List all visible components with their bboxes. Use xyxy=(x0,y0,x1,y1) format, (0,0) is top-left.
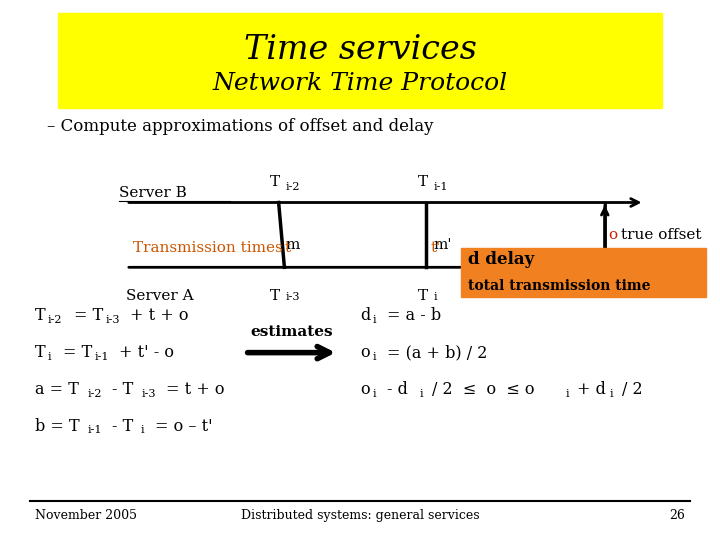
Text: T: T xyxy=(35,307,45,325)
Text: i: i xyxy=(140,426,144,435)
Text: true offset: true offset xyxy=(621,228,701,242)
Bar xyxy=(58,14,662,108)
Text: - T: - T xyxy=(112,417,133,435)
Text: Time services: Time services xyxy=(243,33,477,66)
Text: = (a + b) / 2: = (a + b) / 2 xyxy=(387,344,487,361)
Bar xyxy=(461,248,706,297)
Text: T: T xyxy=(270,289,280,303)
Text: Transmission times: Transmission times xyxy=(133,241,283,255)
Text: i: i xyxy=(373,389,377,399)
Text: m: m xyxy=(285,238,300,252)
Text: d: d xyxy=(360,307,370,325)
Text: i: i xyxy=(373,352,377,362)
Text: T: T xyxy=(35,344,45,361)
Text: + d: + d xyxy=(577,381,606,398)
Text: 26: 26 xyxy=(670,509,685,522)
Text: = t + o: = t + o xyxy=(166,381,225,398)
Text: November 2005: November 2005 xyxy=(35,509,137,522)
Text: – Compute approximations of offset and delay: – Compute approximations of offset and d… xyxy=(47,118,433,136)
Text: i-2: i-2 xyxy=(48,315,62,325)
Text: = o – t': = o – t' xyxy=(155,417,212,435)
Text: o: o xyxy=(360,381,369,398)
Text: T: T xyxy=(270,175,280,189)
Text: i: i xyxy=(420,389,423,399)
Text: i-1: i-1 xyxy=(433,181,448,192)
Text: / 2: / 2 xyxy=(622,381,643,398)
Text: Distributed systems: general services: Distributed systems: general services xyxy=(240,509,480,522)
Text: Network Time Protocol: Network Time Protocol xyxy=(212,72,508,95)
Text: T: T xyxy=(418,289,428,303)
Text: i-2: i-2 xyxy=(87,389,102,399)
Text: i-3: i-3 xyxy=(286,292,300,302)
Text: Server A: Server A xyxy=(126,289,194,303)
Text: i-2: i-2 xyxy=(286,181,300,192)
Text: i-1: i-1 xyxy=(94,352,109,362)
Text: i: i xyxy=(433,292,437,302)
Text: + t + o: + t + o xyxy=(130,307,188,325)
Text: i: i xyxy=(373,315,377,325)
Text: a = T: a = T xyxy=(35,381,78,398)
Text: i: i xyxy=(610,389,613,399)
Text: t: t xyxy=(284,241,291,255)
Text: d delay: d delay xyxy=(468,251,534,268)
Text: m': m' xyxy=(433,238,452,252)
Text: = a - b: = a - b xyxy=(387,307,441,325)
Text: = T: = T xyxy=(63,344,93,361)
Text: - d: - d xyxy=(387,381,408,398)
Text: T: T xyxy=(418,175,428,189)
Text: total transmission time: total transmission time xyxy=(468,279,650,293)
Text: i-1: i-1 xyxy=(87,426,102,435)
Text: Server B: Server B xyxy=(119,186,186,200)
Text: + t' - o: + t' - o xyxy=(119,344,174,361)
Text: i-3: i-3 xyxy=(105,315,120,325)
Text: o: o xyxy=(360,344,369,361)
Text: t': t' xyxy=(431,241,441,255)
Text: i: i xyxy=(565,389,569,399)
Text: i-3: i-3 xyxy=(141,389,156,399)
Text: estimates: estimates xyxy=(251,325,333,339)
Text: b = T: b = T xyxy=(35,417,79,435)
Text: - T: - T xyxy=(112,381,134,398)
Text: i: i xyxy=(48,352,51,362)
Text: = T: = T xyxy=(74,307,104,325)
Text: / 2  ≤  o  ≤ o: / 2 ≤ o ≤ o xyxy=(432,381,534,398)
Text: o: o xyxy=(608,228,618,242)
